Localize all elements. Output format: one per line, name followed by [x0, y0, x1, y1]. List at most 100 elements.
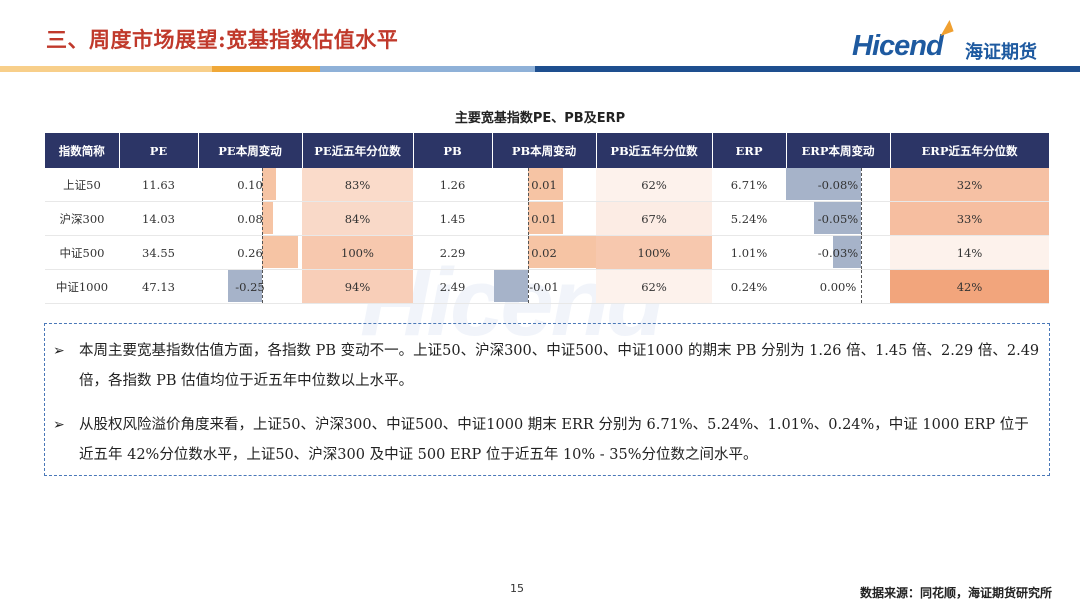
- table-row: 中证1000 47.13 -0.25 94% 2.49 -0.01 62% 0.24% 0.00…: [45, 269, 1049, 304]
- cell-value: 0.08: [237, 211, 263, 226]
- table-header-row: 指数简称 PE PE本周变动 PE近五年分位数 PB PB本周变动 PB近五年分…: [45, 133, 1050, 168]
- arrow-bullet-icon: ➢: [53, 417, 65, 433]
- zero-axis: [262, 168, 264, 201]
- change-bar: [494, 270, 529, 302]
- logo-text: Hicend: [852, 30, 944, 62]
- erp-chg-cell: 0.00%: [786, 269, 890, 304]
- zero-axis: [262, 236, 264, 269]
- zero-axis: [262, 270, 264, 303]
- pe-cell: 34.55: [119, 235, 198, 270]
- pe-pct-cell: 94%: [302, 269, 413, 304]
- note-item: ➢ 本周主要宽基指数估值方面，各指数 PB 变动不一。上证50、沪深300、中证…: [53, 336, 1041, 396]
- change-bar: [262, 236, 298, 268]
- pb-pct-cell: 100%: [596, 235, 712, 270]
- erp-cell: 6.71%: [712, 168, 786, 202]
- zero-axis: [262, 202, 264, 235]
- pe-chg-cell: 0.08: [198, 201, 302, 236]
- pe-pct-cell: 83%: [302, 168, 413, 202]
- note-text: 从股权风险溢价角度来看，上证50、沪深300、中证500、中证1000 期末 E…: [79, 417, 1029, 463]
- pb-pct-cell: 62%: [596, 269, 712, 304]
- zero-axis: [860, 236, 862, 269]
- cell-value: -0.25: [235, 279, 265, 294]
- erp-chg-cell: -0.05%: [786, 201, 890, 236]
- pe-cell: 47.13: [119, 269, 198, 304]
- index-name-cell: 中证1000: [45, 269, 119, 304]
- col-header: PB本周变动: [492, 133, 597, 168]
- col-header: PE近五年分位数: [302, 133, 414, 168]
- index-name-cell: 中证500: [45, 235, 119, 270]
- change-bar: [228, 270, 263, 302]
- logo-swoosh-icon: [936, 19, 954, 37]
- valuation-table: 指数简称 PE PE本周变动 PE近五年分位数 PB PB本周变动 PB近五年分…: [45, 133, 1050, 304]
- pb-pct-cell: 62%: [596, 168, 712, 202]
- table-row: 上证50 11.63 0.10 83% 1.26 0.01 62% 6.71% -0.08% 32…: [45, 168, 1049, 202]
- cell-value: 0.01: [531, 177, 557, 192]
- note-text: 本周主要宽基指数估值方面，各指数 PB 变动不一。上证50、沪深300、中证50…: [79, 343, 1040, 389]
- pb-cell: 2.49: [413, 269, 492, 304]
- index-name-cell: 沪深300: [45, 201, 119, 236]
- cell-value: 0.10: [237, 177, 263, 192]
- change-bar: [528, 236, 598, 268]
- pe-cell: 14.03: [119, 201, 198, 236]
- cell-value: 0.02: [531, 245, 557, 260]
- erp-cell: 1.01%: [712, 235, 786, 270]
- col-header: ERP近五年分位数: [890, 133, 1050, 168]
- logo-chinese-text: 海证期货: [965, 42, 1037, 63]
- col-header: ERP: [712, 133, 787, 168]
- zero-axis: [528, 236, 530, 269]
- page-title: 三、周度市场展望:宽基指数估值水平: [46, 27, 399, 52]
- change-bar: [528, 202, 563, 234]
- arrow-bullet-icon: ➢: [53, 343, 65, 359]
- erp-cell: 0.24%: [712, 269, 786, 304]
- pe-cell: 11.63: [119, 168, 198, 202]
- change-bar: [262, 202, 274, 234]
- zero-axis: [528, 202, 530, 235]
- zero-axis: [860, 270, 862, 303]
- cell-value: -0.08%: [817, 177, 859, 192]
- cell-value: 0.01: [531, 211, 557, 226]
- pb-cell: 2.29: [413, 235, 492, 270]
- table-title: 主要宽基指数PE、PB及ERP: [454, 111, 626, 126]
- col-header: PE本周变动: [198, 133, 303, 168]
- zero-axis: [528, 270, 530, 303]
- cell-value: -0.05%: [817, 211, 859, 226]
- table-row: 沪深300 14.03 0.08 84% 1.45 0.01 67% 5.24% -0.05% 3…: [45, 201, 1049, 236]
- erp-chg-cell: -0.03%: [786, 235, 890, 270]
- pb-chg-cell: 0.01: [492, 168, 596, 202]
- data-source: 数据来源：同花顺，海证期货研究所: [859, 586, 1052, 600]
- pb-pct-cell: 67%: [596, 201, 712, 236]
- hicend-logo: Hicend 海证期货: [852, 19, 1052, 64]
- cell-value: -0.03%: [817, 245, 859, 260]
- commentary-box: ➢ 本周主要宽基指数估值方面，各指数 PB 变动不一。上证50、沪深300、中证…: [44, 323, 1050, 476]
- erp-chg-cell: -0.08%: [786, 168, 890, 202]
- erp-pct-cell: 32%: [890, 168, 1049, 202]
- cell-value: 0.26: [237, 245, 263, 260]
- pe-pct-cell: 84%: [302, 201, 413, 236]
- erp-pct-cell: 42%: [890, 269, 1049, 304]
- zero-axis: [860, 168, 862, 201]
- change-bar: [262, 168, 277, 200]
- erp-pct-cell: 14%: [890, 235, 1049, 270]
- pb-chg-cell: -0.01: [492, 269, 596, 304]
- pb-cell: 1.26: [413, 168, 492, 202]
- pe-chg-cell: 0.26: [198, 235, 302, 270]
- erp-pct-cell: 33%: [890, 201, 1049, 236]
- table-row: 中证500 34.55 0.26 100% 2.29 0.02 100% 1.01% -0.03…: [45, 235, 1049, 270]
- erp-cell: 5.24%: [712, 201, 786, 236]
- pb-chg-cell: 0.01: [492, 201, 596, 236]
- zero-axis: [860, 202, 862, 235]
- page-number: 15: [510, 582, 524, 595]
- col-header: PE: [119, 133, 199, 168]
- pe-chg-cell: 0.10: [198, 168, 302, 202]
- col-header: ERP本周变动: [786, 133, 891, 168]
- note-item: ➢ 从股权风险溢价角度来看，上证50、沪深300、中证500、中证1000 期末…: [53, 410, 1041, 470]
- change-bar: [528, 168, 563, 200]
- pe-pct-cell: 100%: [302, 235, 413, 270]
- change-bar: [814, 202, 861, 234]
- change-bar: [786, 168, 861, 200]
- pb-cell: 1.45: [413, 201, 492, 236]
- col-header: PB: [413, 133, 493, 168]
- change-bar: [832, 236, 861, 268]
- cell-value: -0.01: [529, 279, 559, 294]
- index-name-cell: 上证50: [45, 168, 119, 202]
